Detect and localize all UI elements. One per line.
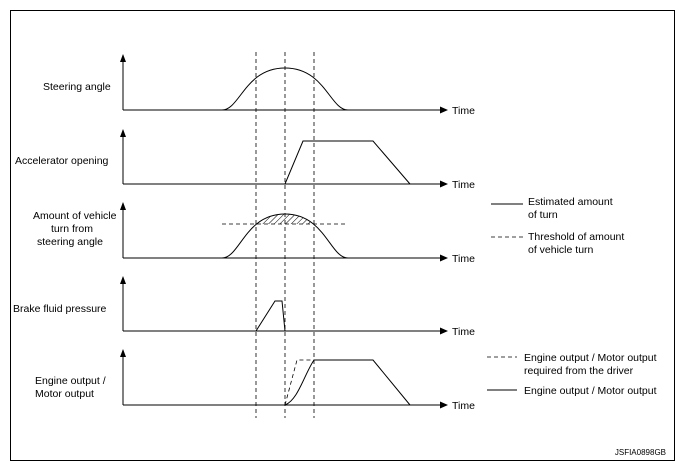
- legend-output: Engine output / Motor output required fr…: [487, 352, 657, 397]
- label-vehicle-turn-1: Amount of vehicle: [33, 210, 117, 222]
- panel-steering-angle: Time Steering angle: [43, 54, 475, 117]
- legend-required-output-1: Engine output / Motor output: [524, 352, 657, 364]
- panel-brake-fluid-pressure: Time Brake fluid pressure: [13, 276, 475, 338]
- required-output-curve: [284, 359, 314, 406]
- label-engine-output-2: Motor output: [35, 388, 94, 400]
- steering-angle-curve: [123, 67, 440, 111]
- panel-accelerator-opening: Time Accelerator opening: [15, 129, 475, 191]
- label-vehicle-turn-3: steering angle: [37, 236, 103, 248]
- panel-engine-output: Time Engine output / Motor output: [35, 349, 475, 412]
- legend-turn: Estimated amount of turn Threshold of am…: [491, 196, 624, 256]
- figure-code: JSFIA0898GB: [615, 448, 666, 457]
- label-vehicle-turn-2: turn from: [51, 223, 93, 235]
- time-label-4: Time: [452, 326, 475, 338]
- estimated-turn-curve: [123, 213, 440, 259]
- time-label-2: Time: [452, 179, 475, 191]
- label-engine-output-1: Engine output /: [35, 375, 106, 387]
- legend-estimated-turn-2: of turn: [528, 209, 558, 221]
- time-label-5: Time: [452, 400, 475, 412]
- legend-threshold-2: of vehicle turn: [528, 244, 594, 256]
- engine-output-curve: [123, 359, 411, 406]
- brake-fluid-pressure-curve: [123, 300, 440, 332]
- panel-vehicle-turn: Time Amount of vehicle turn from steerin…: [33, 202, 475, 265]
- legend-required-output-2: required from the driver: [524, 365, 634, 377]
- legend-threshold-1: Threshold of amount: [528, 231, 624, 243]
- label-accelerator-opening: Accelerator opening: [15, 155, 109, 167]
- label-brake-fluid-pressure: Brake fluid pressure: [13, 303, 107, 315]
- legend-engine-output: Engine output / Motor output: [524, 385, 657, 397]
- legend-estimated-turn-1: Estimated amount: [528, 196, 613, 208]
- accelerator-opening-curve: [123, 140, 411, 185]
- figure-frame: [10, 10, 675, 461]
- time-label-1: Time: [452, 105, 475, 117]
- label-steering-angle: Steering angle: [43, 81, 111, 93]
- time-label-3: Time: [452, 253, 475, 265]
